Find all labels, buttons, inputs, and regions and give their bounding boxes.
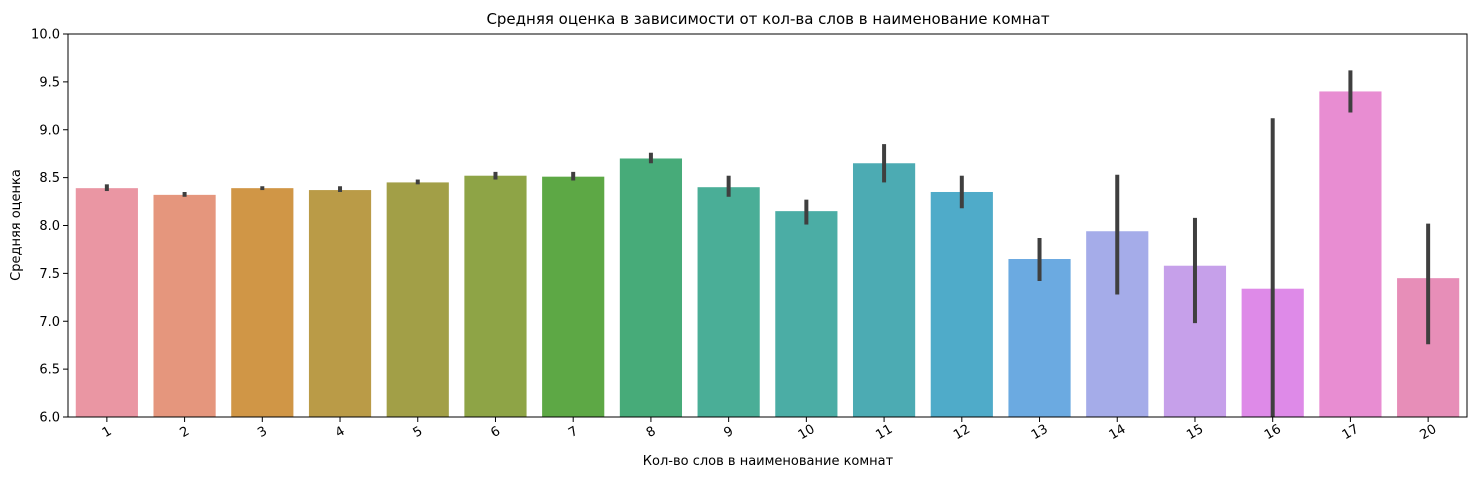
y-tick-label: 6.0: [39, 411, 60, 426]
x-tick-label: 9: [722, 424, 737, 441]
y-axis: 6.0 6.5 7.0 7.5 8.0 8.5 9.0 9.5 10.0: [31, 28, 68, 426]
y-tick-label: 7.5: [39, 267, 60, 282]
bar: [308, 190, 372, 417]
plot-frame: [67, 33, 1468, 418]
y-tick-label: 10.0: [31, 28, 60, 43]
bar: [542, 176, 605, 417]
y-tick-label: 9.0: [39, 123, 60, 138]
bar: [153, 194, 216, 417]
x-tick-label: 3: [255, 424, 270, 441]
x-axis-label: Кол-во слов в наименование комнат: [643, 454, 894, 469]
bar: [619, 158, 683, 418]
x-tick-label: 16: [1262, 422, 1284, 443]
bar: [464, 175, 527, 417]
chart-title: Средняя оценка в зависимости от кол-ва с…: [486, 10, 1049, 28]
y-tick-label: 8.0: [39, 219, 60, 234]
x-tick-label: 4: [333, 424, 348, 441]
x-tick-label: 8: [644, 424, 659, 441]
error-bars-group: [104, 70, 1431, 417]
bar: [386, 182, 449, 417]
x-tick-label: 2: [177, 424, 192, 441]
bar: [775, 211, 838, 417]
x-tick-label: 15: [1184, 422, 1206, 443]
y-tick-label: 9.5: [39, 75, 60, 90]
y-tick-label: 7.0: [39, 315, 60, 330]
x-tick-label: 13: [1029, 422, 1051, 443]
bar: [231, 188, 294, 417]
x-tick-label: 14: [1107, 422, 1129, 443]
bar: [1008, 259, 1071, 417]
bar: [75, 188, 138, 417]
bar: [852, 163, 916, 417]
x-tick-label: 17: [1340, 422, 1362, 443]
y-tick-label: 6.5: [39, 363, 60, 378]
bar: [1319, 91, 1382, 417]
x-tick-label: 12: [951, 422, 973, 443]
bar: [930, 191, 993, 417]
x-tick-label: 7: [566, 424, 581, 441]
bar: [697, 187, 760, 417]
x-tick-label: 1: [100, 424, 115, 441]
x-tick-label: 10: [796, 422, 818, 443]
y-tick-label: 8.5: [39, 171, 60, 186]
x-tick-label: 5: [411, 424, 426, 441]
x-axis: 1 2 3 4 5 6 7 8 9 10 11 12 13 14 15 16 17 20: [100, 417, 1439, 443]
x-tick-label: 6: [488, 424, 503, 441]
x-tick-label: 20: [1417, 422, 1439, 443]
bars-group: [75, 91, 1460, 418]
x-tick-label: 11: [873, 422, 895, 443]
y-axis-label: Средняя оценка: [9, 169, 24, 281]
